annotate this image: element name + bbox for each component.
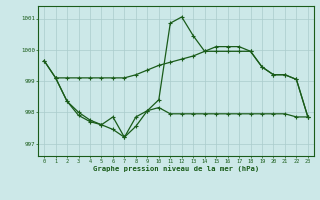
X-axis label: Graphe pression niveau de la mer (hPa): Graphe pression niveau de la mer (hPa) [93, 166, 259, 172]
